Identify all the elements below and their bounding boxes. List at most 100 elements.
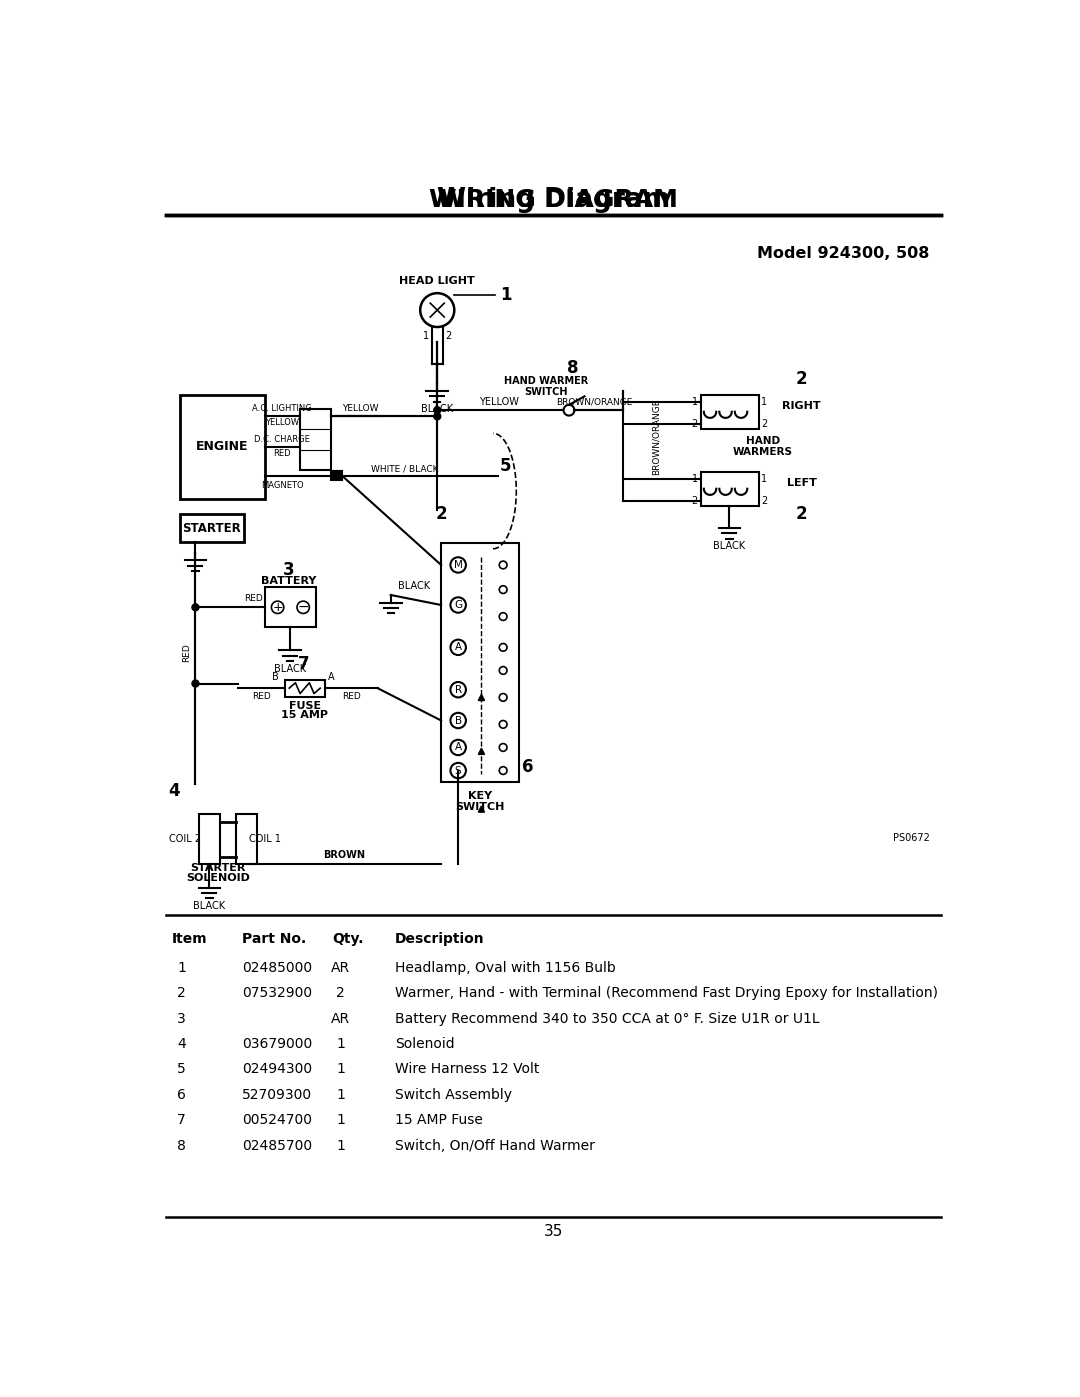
- Text: A: A: [455, 742, 462, 753]
- Circle shape: [297, 601, 309, 613]
- Polygon shape: [478, 806, 485, 812]
- Text: Item: Item: [172, 932, 207, 946]
- Circle shape: [434, 407, 441, 414]
- Text: 8: 8: [177, 1139, 186, 1153]
- Text: 1: 1: [336, 1139, 345, 1153]
- Text: SWITCH: SWITCH: [455, 802, 504, 812]
- Text: 00524700: 00524700: [242, 1113, 312, 1127]
- Text: 2: 2: [336, 986, 345, 1000]
- Text: 1: 1: [761, 398, 768, 408]
- Text: +: +: [272, 601, 283, 613]
- Text: 1: 1: [336, 1037, 345, 1051]
- Text: 1: 1: [500, 286, 511, 303]
- Text: FUSE: FUSE: [288, 701, 321, 711]
- Text: 1: 1: [691, 475, 698, 485]
- Text: Qty.: Qty.: [333, 932, 364, 946]
- Text: MAGNETO: MAGNETO: [261, 481, 303, 490]
- Text: 03679000: 03679000: [242, 1037, 312, 1051]
- Text: YELLOW: YELLOW: [480, 397, 519, 407]
- Text: BROWN/ORANGE: BROWN/ORANGE: [651, 400, 660, 475]
- Text: HEAD LIGHT: HEAD LIGHT: [400, 275, 475, 286]
- Text: 1: 1: [691, 398, 698, 408]
- Text: 52709300: 52709300: [242, 1088, 312, 1102]
- Circle shape: [499, 767, 507, 774]
- Text: 3: 3: [177, 1011, 186, 1025]
- Text: −: −: [297, 601, 309, 615]
- Text: Headlamp, Oval with 1156 Bulb: Headlamp, Oval with 1156 Bulb: [394, 961, 616, 975]
- Polygon shape: [478, 694, 485, 700]
- Text: Solenoid: Solenoid: [394, 1037, 455, 1051]
- Bar: [180, 514, 243, 542]
- Text: LEFT: LEFT: [786, 478, 816, 489]
- Circle shape: [499, 613, 507, 620]
- Bar: [199, 814, 220, 865]
- Text: 2: 2: [691, 419, 698, 429]
- Text: BATTERY: BATTERY: [260, 576, 316, 587]
- Circle shape: [450, 682, 465, 697]
- Bar: [284, 680, 325, 697]
- Circle shape: [420, 293, 455, 327]
- Circle shape: [564, 405, 575, 415]
- Text: 15 AMP: 15 AMP: [281, 710, 328, 719]
- Text: BLACK: BLACK: [421, 404, 454, 415]
- Text: HAND: HAND: [745, 436, 780, 446]
- Text: Switch Assembly: Switch Assembly: [394, 1088, 512, 1102]
- Text: HAND WARMER: HAND WARMER: [503, 376, 588, 386]
- Bar: [235, 814, 257, 865]
- Circle shape: [450, 557, 465, 573]
- Text: M: M: [454, 560, 462, 570]
- Text: AR: AR: [330, 1011, 350, 1025]
- Circle shape: [499, 666, 507, 675]
- Circle shape: [499, 585, 507, 594]
- Text: KEY: KEY: [468, 791, 491, 800]
- Text: STARTER: STARTER: [183, 521, 241, 535]
- Text: 02485000: 02485000: [242, 961, 312, 975]
- Text: 7: 7: [298, 655, 310, 673]
- Text: 1: 1: [761, 475, 768, 485]
- Bar: [332, 471, 342, 481]
- Bar: [441, 543, 518, 782]
- Circle shape: [499, 562, 507, 569]
- Text: 2: 2: [796, 370, 808, 388]
- Text: A: A: [327, 672, 335, 682]
- Text: Warmer, Hand - with Terminal (Recommend Fast Drying Epoxy for Installation): Warmer, Hand - with Terminal (Recommend …: [394, 986, 937, 1000]
- Text: Battery Recommend 340 to 350 CCA at 0° F. Size U1R or U1L: Battery Recommend 340 to 350 CCA at 0° F…: [394, 1011, 820, 1025]
- Text: YELLOW: YELLOW: [266, 418, 299, 427]
- Bar: [266, 587, 315, 627]
- Text: 4: 4: [167, 782, 179, 800]
- Text: 4: 4: [177, 1037, 186, 1051]
- Text: Switch, On/Off Hand Warmer: Switch, On/Off Hand Warmer: [394, 1139, 594, 1153]
- Text: 2: 2: [796, 506, 808, 522]
- Text: 1: 1: [336, 1088, 345, 1102]
- Circle shape: [450, 740, 465, 756]
- Text: ENGINE: ENGINE: [197, 440, 248, 453]
- Text: 2: 2: [761, 419, 768, 429]
- Text: 15 AMP Fuse: 15 AMP Fuse: [394, 1113, 483, 1127]
- Text: BROWN: BROWN: [323, 851, 365, 861]
- Text: 07532900: 07532900: [242, 986, 312, 1000]
- Text: Wire Harness 12 Volt: Wire Harness 12 Volt: [394, 1062, 539, 1076]
- Text: 1: 1: [336, 1113, 345, 1127]
- Text: 02485700: 02485700: [242, 1139, 312, 1153]
- Text: Description: Description: [394, 932, 484, 946]
- Circle shape: [434, 414, 441, 420]
- Text: SWITCH: SWITCH: [524, 387, 567, 397]
- Text: Part No.: Part No.: [242, 932, 307, 946]
- Text: 7: 7: [177, 1113, 186, 1127]
- Text: 2: 2: [691, 496, 698, 506]
- Text: SOLENOID: SOLENOID: [186, 873, 249, 883]
- Text: A: A: [455, 643, 462, 652]
- Circle shape: [450, 763, 465, 778]
- Polygon shape: [478, 749, 485, 754]
- Circle shape: [499, 721, 507, 728]
- Circle shape: [192, 680, 199, 687]
- Text: 5: 5: [177, 1062, 186, 1076]
- Text: BLACK: BLACK: [397, 581, 430, 591]
- Circle shape: [450, 712, 465, 728]
- Text: A.C. LIGHTING: A.C. LIGHTING: [253, 404, 312, 414]
- Circle shape: [499, 743, 507, 752]
- Text: B: B: [455, 715, 462, 725]
- Bar: [180, 395, 266, 499]
- Text: 8: 8: [567, 359, 579, 377]
- Circle shape: [499, 693, 507, 701]
